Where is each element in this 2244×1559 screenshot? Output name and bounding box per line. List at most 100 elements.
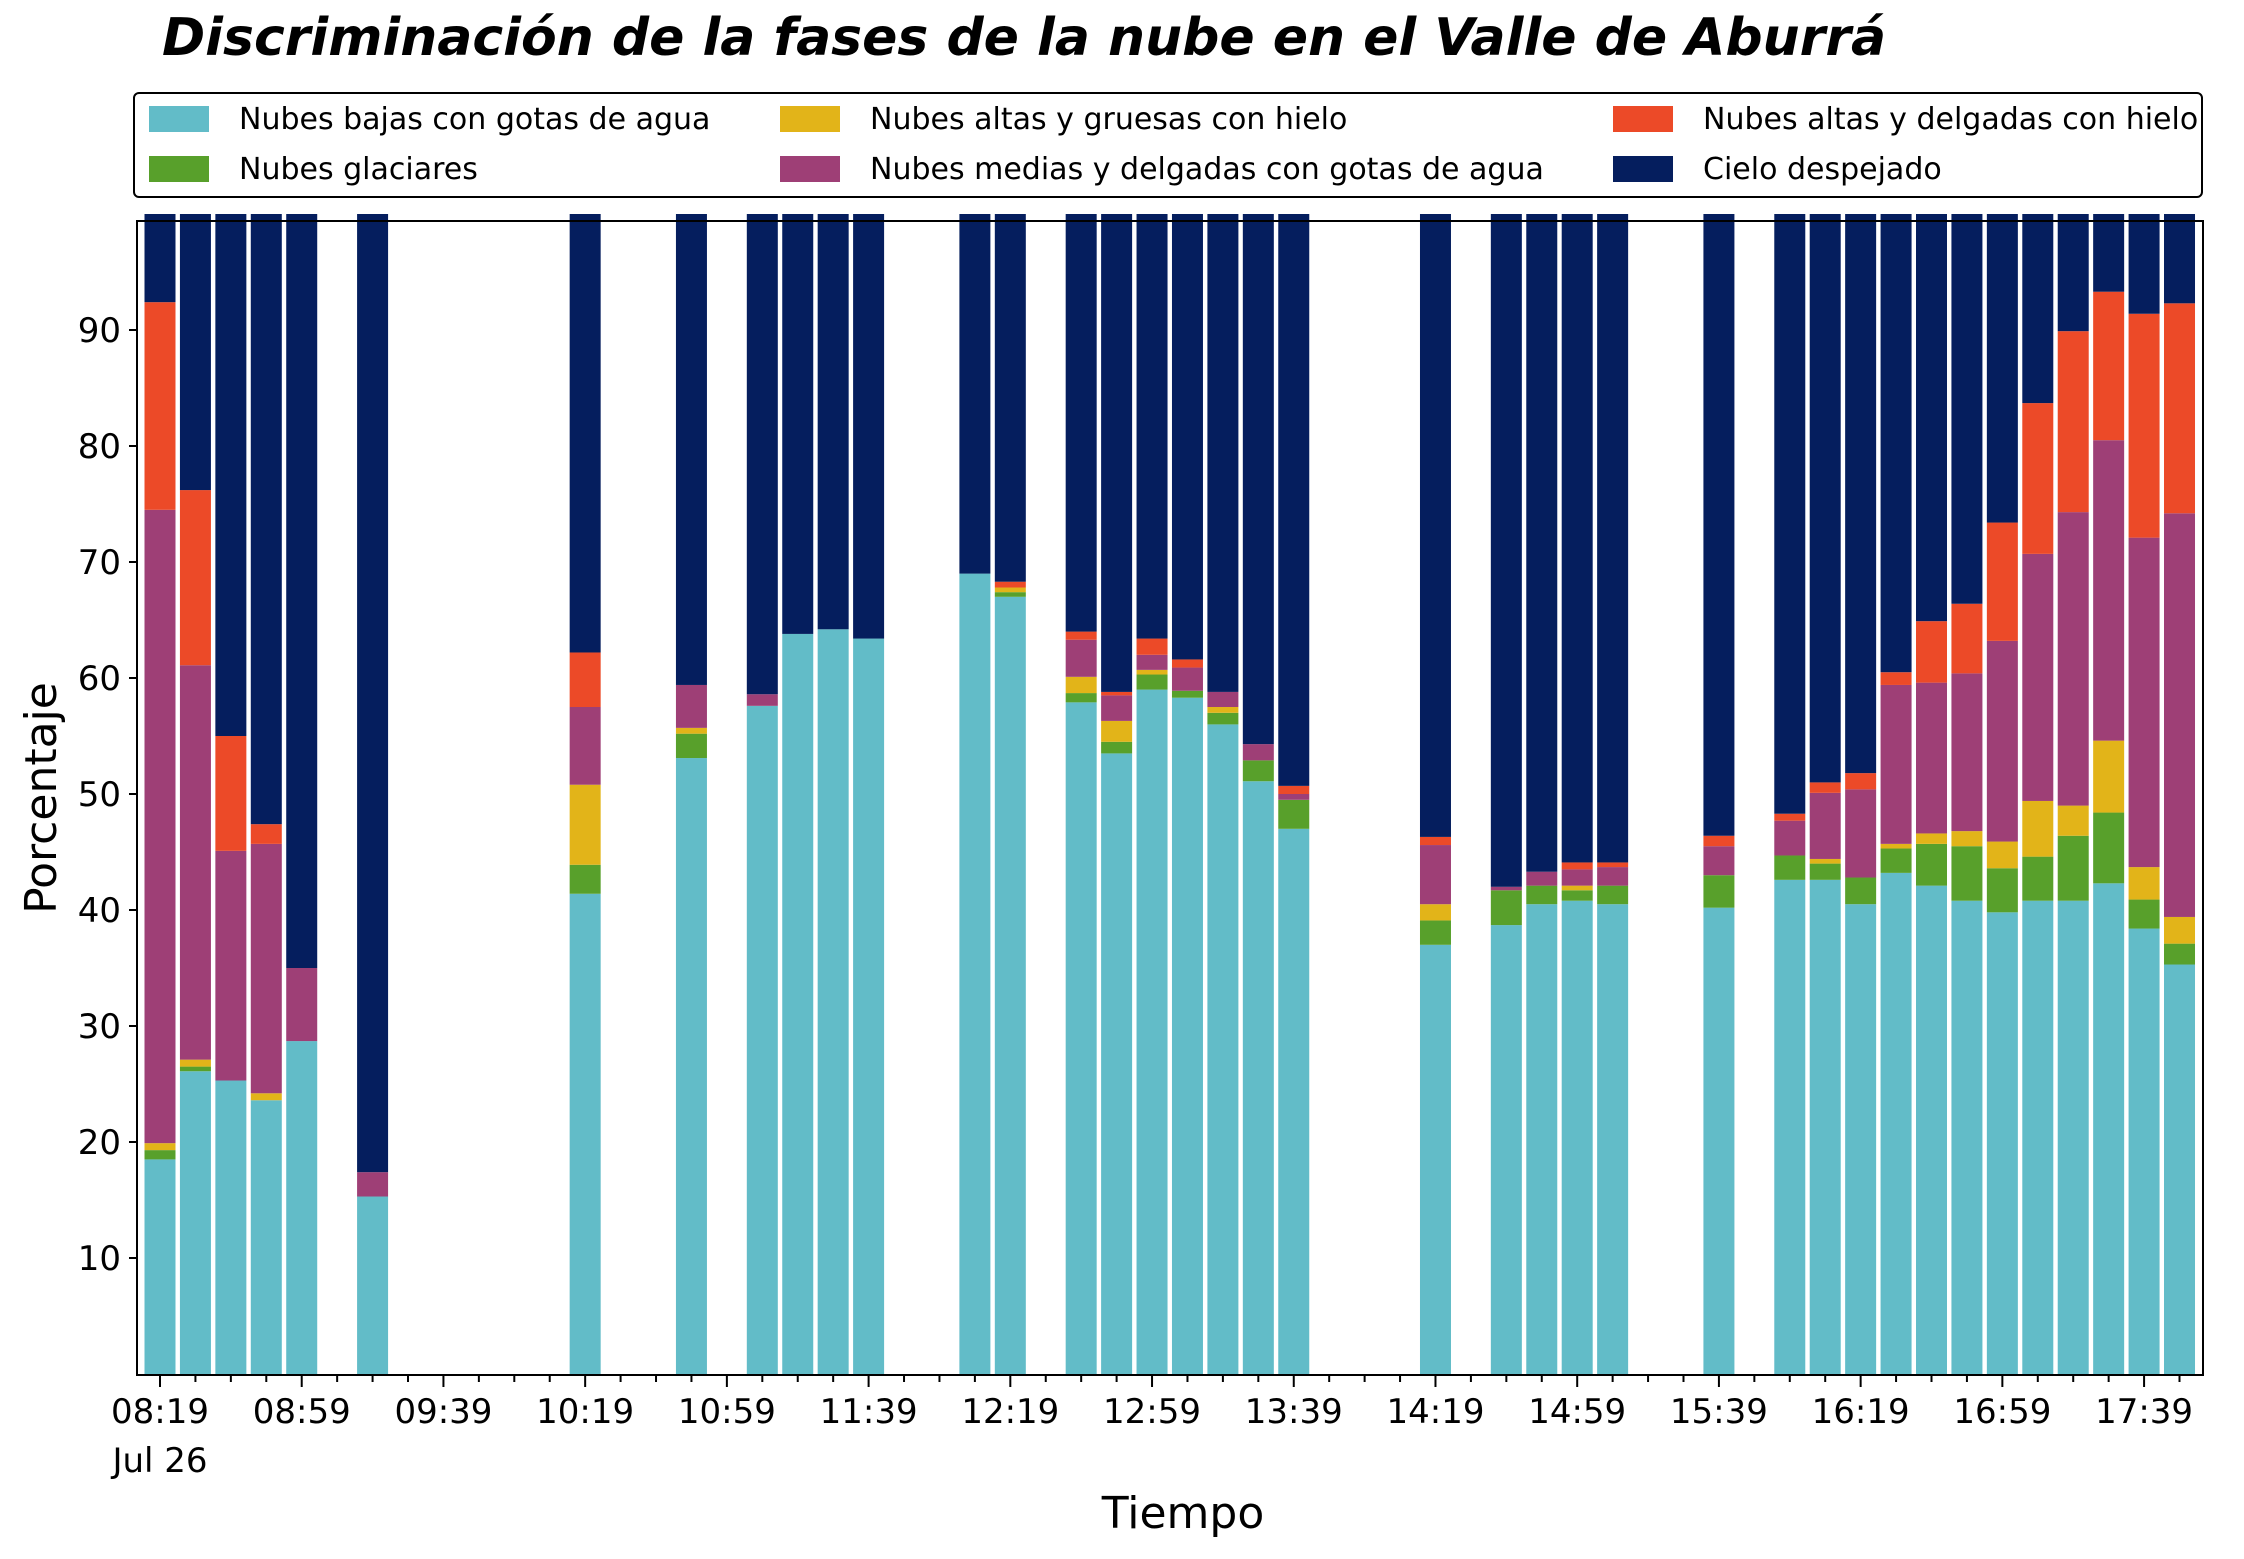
legend-label: Nubes glaciares [239, 151, 478, 187]
x-axis: 08:19 08:59 09:39 10:19 10:59 11:39 12:19 12:59… [110, 1375, 2193, 1481]
bar-segment [569, 864, 601, 894]
bar-segment [994, 592, 1026, 597]
bar-segment [2093, 214, 2125, 292]
legend-label: Nubes medias y delgadas con gotas de agu… [870, 151, 1544, 187]
bar-segment [2022, 553, 2054, 801]
bar-segment [179, 214, 211, 491]
bar-segment [569, 707, 601, 785]
bar-segment [1880, 872, 1912, 1374]
bar-segment [1561, 869, 1593, 886]
bar-segment [1703, 835, 1735, 847]
bar-segment [1490, 890, 1522, 926]
bar-segment [2057, 900, 2089, 1374]
bar-segment [1136, 214, 1168, 639]
bar-segment [215, 214, 247, 736]
bar-segment [2057, 835, 2089, 901]
bar-segment [1207, 712, 1239, 725]
bar-segment [1101, 720, 1133, 742]
bar-segment [1419, 845, 1451, 905]
bar-segment [2057, 805, 2089, 836]
bar-segment [1561, 900, 1593, 1374]
legend-swatch [780, 106, 840, 132]
bar-segment [1171, 214, 1203, 660]
bar-segment [746, 705, 778, 1374]
bar-segment [1951, 831, 1983, 847]
bar-segment [2164, 513, 2196, 917]
bar-segment [1774, 879, 1806, 1374]
bar-segment [2128, 867, 2160, 900]
y-tick-label: 50 [78, 775, 121, 815]
bar-segment [2022, 856, 2054, 901]
bar-segment [1207, 691, 1239, 707]
bar-segment [1278, 794, 1310, 800]
bar-segment [286, 214, 318, 968]
bar-segment [144, 509, 176, 1144]
legend-item: Nubes altas y delgadas con hielo [1613, 99, 2198, 139]
chart-title: Discriminación de la fases de la nube en… [162, 8, 1887, 68]
x-tick-label: 17:39 [2095, 1392, 2193, 1432]
bar-segment [1278, 828, 1310, 1374]
bar-segment [2057, 331, 2089, 513]
bar-segment [1065, 214, 1097, 632]
bar-segment [1526, 904, 1558, 1374]
bar-segment [675, 733, 707, 759]
bar-segment [1774, 214, 1806, 814]
bar-segment [1880, 848, 1912, 873]
bar-segment [853, 214, 885, 639]
bar-segment [1490, 925, 1522, 1374]
bar-segment [569, 893, 601, 1374]
bar-segment [250, 843, 282, 1094]
bar-segment [1845, 904, 1877, 1374]
y-tick-label: 20 [78, 1123, 121, 1163]
bar-segment [2093, 740, 2125, 813]
bar-segment [1526, 214, 1558, 872]
bars-group [144, 214, 2196, 1374]
bar-segment [1597, 904, 1629, 1374]
bar-segment [250, 1093, 282, 1101]
bar-segment [144, 1159, 176, 1374]
bar-segment [1703, 214, 1735, 836]
bar-segment [1809, 879, 1841, 1374]
x-tick-label: 13:39 [1245, 1392, 1343, 1432]
bar-segment [1065, 693, 1097, 703]
bar-segment [286, 1041, 318, 1374]
x-tick-label: 12:59 [1103, 1392, 1201, 1432]
legend-label: Nubes bajas con gotas de agua [239, 101, 711, 137]
bar-segment [215, 736, 247, 851]
bar-segment [2128, 899, 2160, 929]
bar-segment [1419, 944, 1451, 1374]
legend-label: Nubes altas y gruesas con hielo [870, 101, 1348, 137]
bar-segment [1951, 900, 1983, 1374]
legend-swatch [149, 106, 209, 132]
bar-segment [746, 694, 778, 706]
bar-segment [675, 214, 707, 685]
bar-segment [959, 214, 991, 574]
bar-segment [1986, 214, 2018, 523]
legend-item: Nubes altas y gruesas con hielo [780, 99, 1347, 139]
bar-segment [1880, 214, 1912, 673]
bar-segment [357, 1172, 389, 1197]
y-tick-label: 30 [78, 1007, 121, 1047]
bar-segment [1561, 214, 1593, 863]
y-tick-label: 80 [78, 427, 121, 467]
bar-segment [1136, 674, 1168, 690]
bar-segment [1703, 907, 1735, 1374]
bar-segment [2093, 291, 2125, 441]
bar-segment [2164, 303, 2196, 514]
bar-segment [250, 1100, 282, 1374]
bar-segment [1065, 676, 1097, 694]
bar-segment [1951, 214, 1983, 604]
bar-segment [1242, 214, 1274, 745]
bar-segment [994, 596, 1026, 1374]
bar-segment [1065, 639, 1097, 677]
x-tick-label: 16:59 [1953, 1392, 2051, 1432]
bar-segment [1207, 707, 1239, 713]
bar-segment [1278, 799, 1310, 829]
bar-segment [1101, 214, 1133, 692]
bar-segment [2164, 943, 2196, 965]
bar-segment [1171, 667, 1203, 691]
bar-segment [1809, 858, 1841, 864]
x-tick-label: 08:59 [253, 1392, 351, 1432]
bar-segment [2128, 537, 2160, 868]
legend-swatch [780, 156, 840, 182]
